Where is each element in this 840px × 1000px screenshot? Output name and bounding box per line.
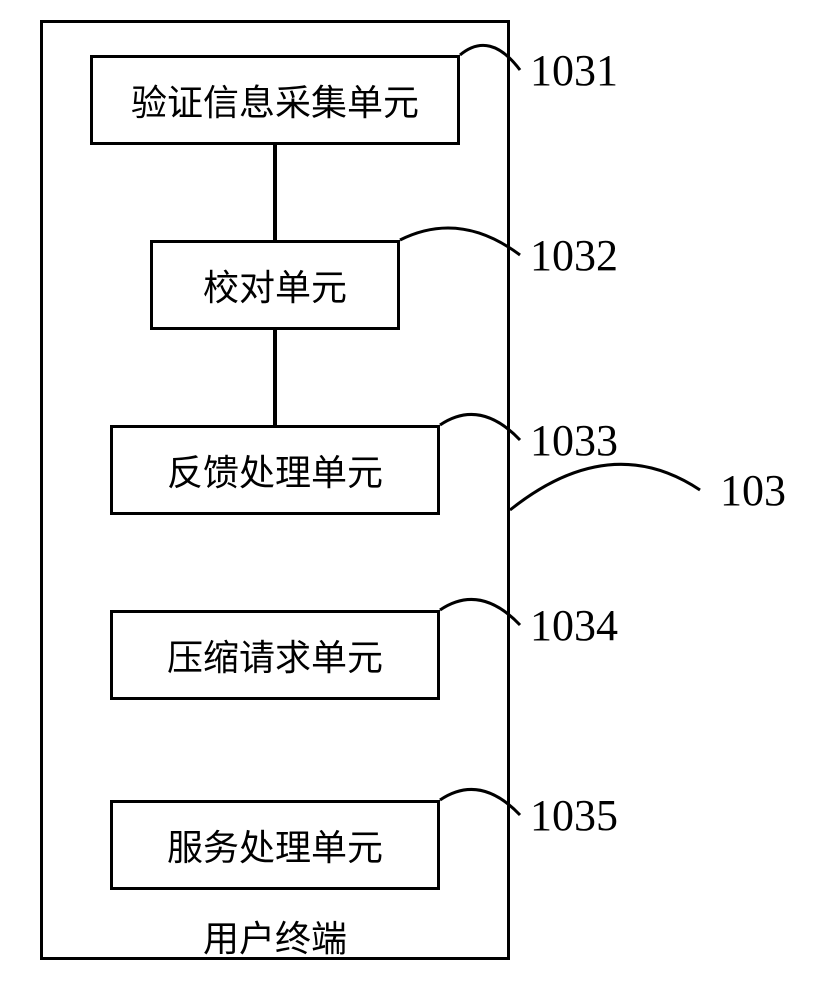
leader-line-103 — [0, 0, 840, 1000]
diagram-canvas: 验证信息采集单元 校对单元 反馈处理单元 压缩请求单元 服务处理单元 用户终端 … — [0, 0, 840, 1000]
